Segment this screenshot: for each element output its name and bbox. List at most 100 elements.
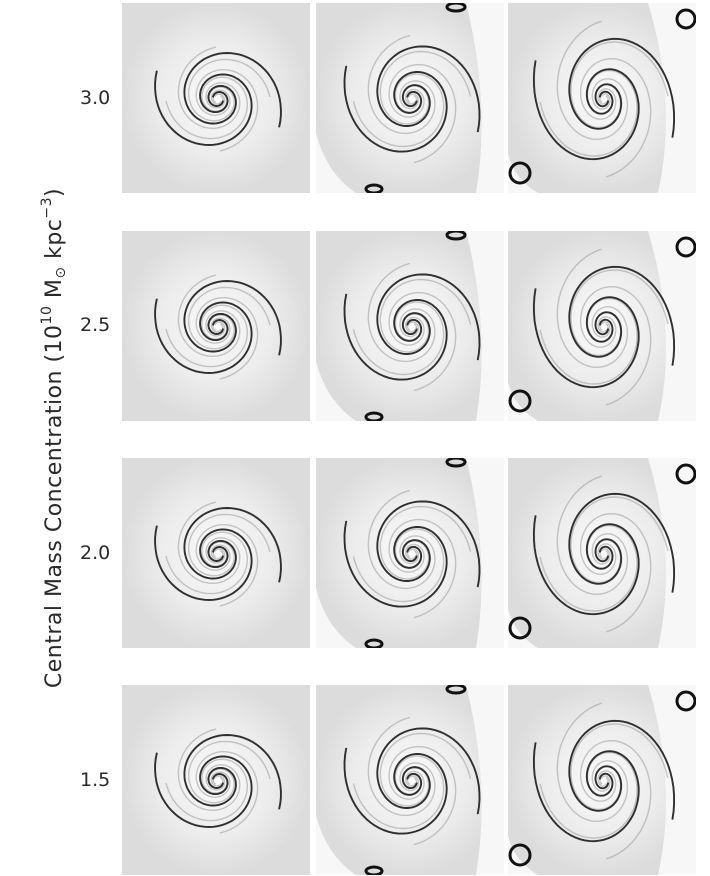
main-spiral-arm	[183, 280, 282, 356]
faint-spiral-arm	[556, 475, 629, 596]
faint-spiral-arm	[388, 291, 457, 392]
main-spiral-arm	[568, 37, 676, 138]
outer-disk-region	[316, 3, 504, 193]
shock-feature	[445, 685, 467, 695]
galactic-center	[601, 551, 607, 557]
spiral-density-image	[316, 3, 504, 193]
simulation-panel	[122, 458, 310, 648]
shock-feature	[675, 690, 696, 712]
galactic-center	[215, 96, 221, 102]
main-spiral-arm	[568, 265, 676, 366]
main-spiral-arm	[532, 288, 640, 389]
simulation-panel	[508, 685, 696, 875]
spiral-density-image	[508, 231, 696, 421]
galactic-center	[601, 96, 607, 102]
simulation-panel	[316, 231, 504, 421]
simulation-panel	[122, 685, 310, 875]
faint-spiral-arm	[388, 518, 457, 619]
row-label-2-0: 2.0	[80, 542, 111, 564]
spiral-density-image	[122, 231, 310, 421]
shock-feature	[675, 236, 696, 258]
simulation-panel	[508, 458, 696, 648]
faint-spiral-arm	[579, 285, 652, 406]
spiral-density-image	[508, 3, 696, 193]
galactic-center	[215, 551, 221, 557]
main-spiral-arm	[376, 45, 481, 133]
simulation-panel	[508, 3, 696, 193]
faint-spiral-arm	[388, 745, 457, 846]
faint-spiral-arm	[195, 751, 259, 834]
shock-feature	[364, 638, 384, 648]
faint-spiral-arm	[195, 297, 259, 380]
main-spiral-arm	[532, 742, 640, 843]
faint-spiral-arm	[177, 728, 241, 811]
galactic-center	[409, 324, 415, 330]
main-spiral-arm	[154, 70, 253, 146]
row-label-1-5: 1.5	[80, 769, 111, 791]
main-spiral-arm	[183, 734, 282, 810]
galactic-center	[409, 778, 415, 784]
faint-spiral-arm	[367, 34, 436, 135]
spiral-density-image	[508, 685, 696, 875]
galactic-center	[601, 778, 607, 784]
y-axis-label-prefix: Central Mass Concentration (10	[41, 324, 67, 689]
main-spiral-arm	[376, 273, 481, 361]
shock-feature	[364, 865, 384, 875]
faint-spiral-arm	[177, 274, 241, 357]
main-spiral-arm	[343, 293, 448, 381]
galactic-center	[215, 324, 221, 330]
main-spiral-arm	[154, 752, 253, 828]
main-spiral-arm	[343, 65, 448, 153]
galactic-center	[409, 96, 415, 102]
shock-feature	[675, 463, 696, 485]
faint-spiral-arm	[579, 57, 652, 178]
main-spiral-arm	[532, 60, 640, 161]
faint-spiral-arm	[556, 20, 629, 141]
galactic-center	[409, 551, 415, 557]
row-label-3-0: 3.0	[80, 87, 111, 109]
simulation-panel	[122, 3, 310, 193]
faint-spiral-arm	[195, 524, 259, 607]
y-axis-label-kpc-exponent: −3	[39, 196, 56, 219]
simulation-panel	[316, 458, 504, 648]
faint-spiral-arm	[579, 512, 652, 633]
shock-feature	[445, 458, 467, 468]
y-axis-label: Central Mass Concentration (1010 M⊙ kpc−…	[39, 188, 69, 688]
shock-feature	[364, 411, 384, 421]
galactic-center	[601, 324, 607, 330]
main-spiral-arm	[343, 520, 448, 608]
spiral-density-image	[122, 458, 310, 648]
faint-spiral-arm	[177, 501, 241, 584]
faint-spiral-arm	[367, 716, 436, 817]
galactic-center	[215, 778, 221, 784]
row-label-2-5: 2.5	[80, 314, 111, 336]
simulation-panel	[316, 685, 504, 875]
y-axis-label-suffix: )	[41, 187, 67, 197]
main-spiral-arm	[376, 500, 481, 588]
main-spiral-arm	[154, 298, 253, 374]
faint-spiral-arm	[579, 739, 652, 860]
faint-spiral-arm	[367, 489, 436, 590]
outer-disk-region	[316, 685, 504, 875]
shock-feature	[508, 843, 532, 867]
sun-symbol-icon: ⊙	[52, 266, 69, 279]
main-spiral-arm	[154, 525, 253, 601]
simulation-panel	[508, 231, 696, 421]
y-axis-label-unit-kpc: kpc	[41, 218, 67, 267]
spiral-density-image	[316, 458, 504, 648]
main-spiral-arm	[376, 727, 481, 815]
shock-feature	[508, 161, 532, 185]
shock-feature	[445, 3, 467, 13]
main-spiral-arm	[568, 492, 676, 593]
faint-spiral-arm	[388, 63, 457, 164]
main-spiral-arm	[183, 52, 282, 128]
spiral-density-image	[508, 458, 696, 648]
shock-feature	[364, 183, 384, 193]
main-spiral-arm	[532, 515, 640, 616]
spiral-density-image	[122, 685, 310, 875]
spiral-density-image	[122, 3, 310, 193]
y-axis-label-exponent: 10	[39, 305, 56, 325]
faint-spiral-arm	[556, 248, 629, 369]
shock-feature	[675, 8, 696, 30]
shock-feature	[508, 616, 532, 640]
